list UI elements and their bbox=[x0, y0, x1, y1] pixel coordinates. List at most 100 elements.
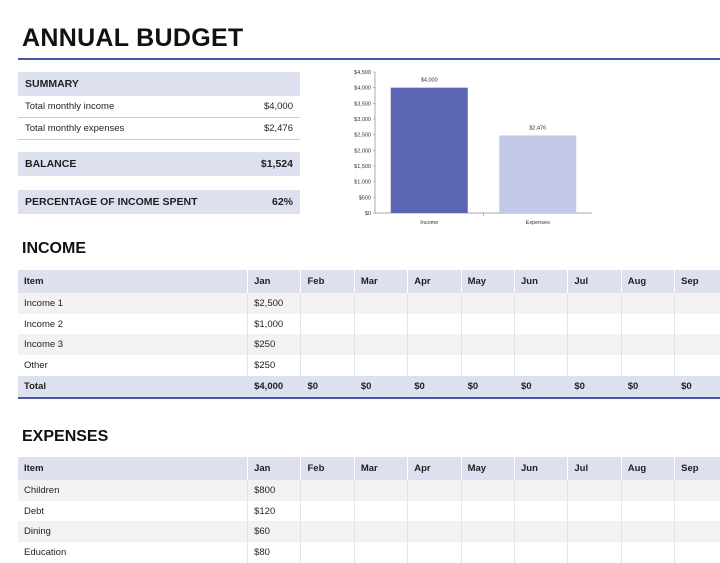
month-cell[interactable] bbox=[674, 542, 720, 563]
column-header-item[interactable]: Item bbox=[18, 270, 248, 293]
column-header-aug[interactable]: Aug bbox=[620, 270, 675, 293]
month-cell[interactable]: $250 bbox=[247, 355, 301, 376]
month-cell[interactable] bbox=[460, 521, 515, 543]
month-cell[interactable] bbox=[674, 355, 720, 376]
month-cell[interactable] bbox=[407, 542, 462, 563]
column-header-apr[interactable]: Apr bbox=[407, 270, 462, 293]
month-cell[interactable] bbox=[300, 480, 355, 501]
month-cell[interactable] bbox=[620, 480, 675, 501]
month-cell[interactable] bbox=[620, 521, 675, 543]
month-cell[interactable] bbox=[620, 355, 675, 376]
column-header-may[interactable]: May bbox=[460, 457, 515, 480]
total-cell[interactable]: $0 bbox=[460, 375, 515, 399]
column-header-item[interactable]: Item bbox=[18, 457, 248, 480]
month-cell[interactable] bbox=[300, 334, 355, 356]
row-item-cell[interactable]: Education bbox=[24, 546, 67, 558]
month-cell[interactable] bbox=[674, 313, 720, 335]
month-cell[interactable]: $250 bbox=[247, 334, 301, 356]
column-header-mar[interactable]: Mar bbox=[353, 270, 408, 293]
summary-row-income[interactable]: Total monthly income $4,000 bbox=[18, 96, 300, 118]
column-header-jan[interactable]: Jan bbox=[247, 270, 301, 293]
column-header-jan[interactable]: Jan bbox=[247, 457, 301, 480]
month-cell[interactable] bbox=[513, 355, 568, 376]
row-item-cell[interactable]: Income 3 bbox=[18, 334, 248, 356]
total-cell[interactable]: $0 bbox=[567, 375, 622, 399]
month-cell[interactable] bbox=[620, 313, 675, 335]
month-cell[interactable] bbox=[300, 355, 355, 376]
month-cell[interactable] bbox=[407, 521, 462, 543]
month-cell[interactable]: $2,500 bbox=[247, 293, 301, 314]
month-cell[interactable] bbox=[460, 542, 515, 563]
row-item-cell[interactable]: Debt bbox=[24, 505, 45, 517]
percentage-row[interactable]: PERCENTAGE OF INCOME SPENT 62% bbox=[18, 190, 300, 214]
month-cell[interactable] bbox=[620, 542, 675, 563]
month-cell[interactable] bbox=[567, 521, 622, 543]
month-cell[interactable] bbox=[513, 521, 568, 543]
month-cell[interactable] bbox=[353, 334, 408, 356]
column-header-feb[interactable]: Feb bbox=[300, 457, 355, 480]
total-cell[interactable]: $0 bbox=[407, 375, 462, 399]
column-header-mar[interactable]: Mar bbox=[353, 457, 408, 480]
month-cell[interactable]: $120 bbox=[247, 500, 301, 522]
month-cell[interactable] bbox=[460, 500, 515, 522]
column-header-jul[interactable]: Jul bbox=[567, 457, 622, 480]
month-cell[interactable] bbox=[407, 313, 462, 335]
month-cell[interactable] bbox=[460, 293, 515, 314]
column-header-jul[interactable]: Jul bbox=[567, 270, 622, 293]
row-item-cell[interactable]: Income 1 bbox=[18, 293, 248, 314]
month-cell[interactable] bbox=[407, 355, 462, 376]
column-header-sep[interactable]: Sep bbox=[674, 457, 720, 480]
month-cell[interactable] bbox=[567, 480, 622, 501]
month-cell[interactable] bbox=[567, 334, 622, 356]
month-cell[interactable] bbox=[620, 293, 675, 314]
month-cell[interactable] bbox=[353, 500, 408, 522]
month-cell[interactable] bbox=[300, 500, 355, 522]
total-cell[interactable]: $4,000 bbox=[247, 375, 301, 399]
month-cell[interactable] bbox=[460, 355, 515, 376]
month-cell[interactable] bbox=[513, 293, 568, 314]
column-header-sep[interactable]: Sep bbox=[674, 270, 720, 293]
month-cell[interactable] bbox=[674, 293, 720, 314]
month-cell[interactable]: $80 bbox=[247, 542, 301, 563]
month-cell[interactable] bbox=[407, 500, 462, 522]
month-cell[interactable] bbox=[513, 542, 568, 563]
month-cell[interactable] bbox=[567, 293, 622, 314]
month-cell[interactable] bbox=[567, 542, 622, 563]
row-item-cell[interactable]: Income 2 bbox=[24, 318, 64, 330]
column-header-may[interactable]: May bbox=[460, 270, 515, 293]
month-cell[interactable] bbox=[353, 521, 408, 543]
month-cell[interactable] bbox=[353, 313, 408, 335]
month-cell[interactable] bbox=[300, 313, 355, 335]
column-header-apr[interactable]: Apr bbox=[407, 457, 462, 480]
month-cell[interactable] bbox=[567, 313, 622, 335]
month-cell[interactable] bbox=[300, 521, 355, 543]
month-cell[interactable] bbox=[460, 334, 515, 356]
column-header-feb[interactable]: Feb bbox=[300, 270, 355, 293]
month-cell[interactable] bbox=[353, 480, 408, 501]
month-cell[interactable] bbox=[460, 480, 515, 501]
month-cell[interactable] bbox=[674, 334, 720, 356]
month-cell[interactable] bbox=[620, 500, 675, 522]
month-cell[interactable] bbox=[353, 293, 408, 314]
month-cell[interactable] bbox=[353, 542, 408, 563]
total-label[interactable]: Total bbox=[18, 375, 248, 399]
month-cell[interactable] bbox=[674, 521, 720, 543]
month-cell[interactable] bbox=[513, 500, 568, 522]
month-cell[interactable] bbox=[567, 355, 622, 376]
row-item-cell[interactable]: Other bbox=[24, 359, 48, 371]
month-cell[interactable] bbox=[407, 480, 462, 501]
income-expenses-chart[interactable]: $0 $500 $1,000 $1,500 $2,000 $2,500 $3,000 $3,5… bbox=[330, 64, 600, 234]
total-cell[interactable]: $0 bbox=[620, 375, 675, 399]
month-cell[interactable] bbox=[513, 480, 568, 501]
month-cell[interactable] bbox=[460, 313, 515, 335]
column-header-aug[interactable]: Aug bbox=[620, 457, 675, 480]
month-cell[interactable]: $1,000 bbox=[247, 313, 301, 335]
month-cell[interactable] bbox=[674, 480, 720, 501]
row-item-cell[interactable]: Dining bbox=[18, 521, 248, 543]
month-cell[interactable] bbox=[407, 293, 462, 314]
total-cell[interactable]: $0 bbox=[674, 375, 720, 399]
month-cell[interactable] bbox=[620, 334, 675, 356]
month-cell[interactable] bbox=[300, 542, 355, 563]
column-header-jun[interactable]: Jun bbox=[513, 457, 568, 480]
month-cell[interactable] bbox=[407, 334, 462, 356]
